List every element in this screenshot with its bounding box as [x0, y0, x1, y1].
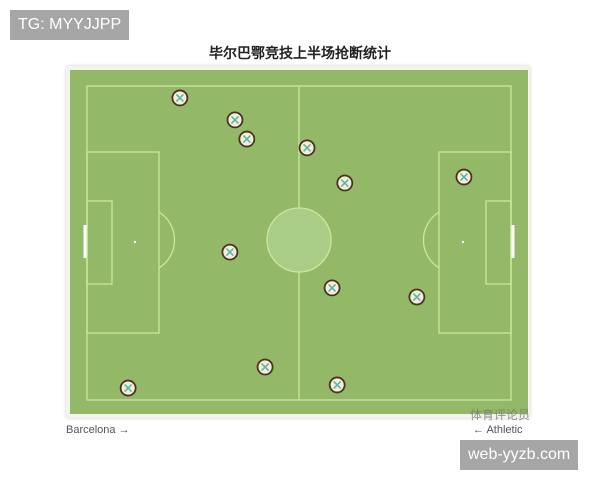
center-circle: [266, 207, 332, 273]
interception-x-icon: [455, 168, 473, 186]
left-arc: [158, 211, 176, 269]
chart-title: 毕尔巴鄂竞技上半场抢断统计: [209, 46, 391, 62]
pitch-lines: [86, 85, 512, 401]
left-penalty-spot: [133, 240, 137, 244]
interception-x-icon: [238, 130, 256, 148]
interception-x-icon: [119, 379, 137, 397]
interception-x-icon: [221, 243, 239, 261]
interception-x-icon: [298, 139, 316, 157]
watermark-url: web-yyzb.com: [460, 440, 579, 470]
interception-x-icon: [171, 89, 189, 107]
watermark-tag: TG: MYYJJPP: [10, 10, 130, 40]
right-arc: [422, 211, 440, 269]
interception-x-icon: [226, 111, 244, 129]
right-team-label: ← Athletic: [473, 424, 523, 436]
left-goal-box: [86, 200, 113, 285]
pitch-watermark: 体育评论员: [470, 408, 531, 422]
interception-x-icon: [408, 288, 426, 306]
interception-x-icon: [328, 376, 346, 394]
right-penalty-spot: [461, 240, 465, 244]
interception-markers: [119, 89, 473, 397]
right-goal-box: [485, 200, 512, 285]
interception-x-icon: [256, 358, 274, 376]
left-team-label: Barcelona →: [66, 424, 130, 436]
interception-x-icon: [336, 174, 354, 192]
interception-x-icon: [323, 279, 341, 297]
